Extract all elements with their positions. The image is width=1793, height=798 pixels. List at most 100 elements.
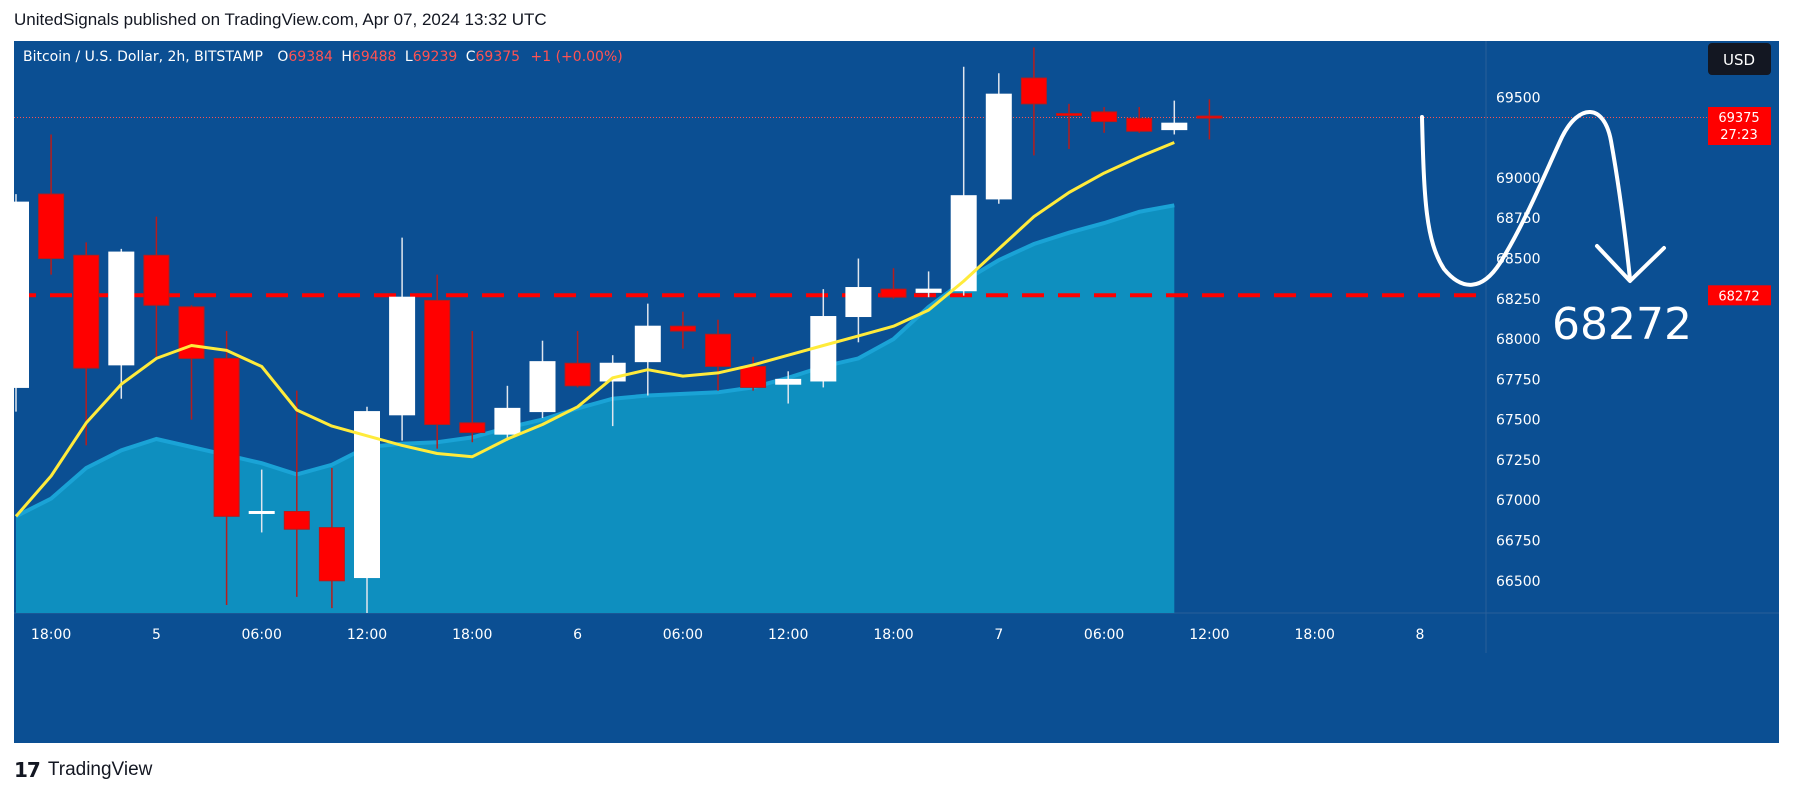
legend-open-label: O xyxy=(277,49,288,65)
time-axis: 18:00 5 06:00 12:00 18:00 6 06:00 12:00 18:00 7 06… xyxy=(31,627,1425,643)
candle xyxy=(845,258,872,343)
candle xyxy=(669,311,696,349)
candle-body xyxy=(740,365,767,388)
time-tick-label: 12:00 xyxy=(768,627,808,643)
candle-body xyxy=(915,288,942,293)
publish-header: UnitedSignals published on TradingView.c… xyxy=(14,10,547,29)
candle-body xyxy=(178,306,205,359)
legend-symbol: Bitcoin / U.S. Dollar, 2h, BITSTAMP xyxy=(23,49,263,65)
candle xyxy=(424,274,451,449)
price-tick-label: 68750 xyxy=(1496,211,1541,227)
candle xyxy=(1020,47,1047,156)
horizontal-level xyxy=(14,117,1708,298)
candle xyxy=(73,242,100,446)
candle-body xyxy=(845,287,872,318)
time-tick-label: 18:00 xyxy=(31,627,71,643)
time-tick-label: 06:00 xyxy=(663,627,703,643)
candle-body xyxy=(1056,113,1082,117)
candle xyxy=(38,134,65,275)
legend: Bitcoin / U.S. Dollar, 2h, BITSTAMP O693… xyxy=(23,49,623,65)
time-tick-label: 12:00 xyxy=(1189,627,1229,643)
time-tick-label: 06:00 xyxy=(242,627,282,643)
time-tick-label: 7 xyxy=(994,627,1003,643)
candle xyxy=(880,268,907,299)
projection-curve xyxy=(1420,110,1632,287)
level-price-value: 68272 xyxy=(1718,289,1759,304)
tradingview-logo-icon: 17 xyxy=(14,758,41,782)
last-price-value: 69375 xyxy=(1718,111,1759,126)
candle-body xyxy=(283,510,310,530)
candle-body xyxy=(564,362,591,387)
candle-body xyxy=(424,299,451,425)
candle-body xyxy=(389,296,416,416)
candle xyxy=(1196,99,1223,140)
currency-label: USD xyxy=(1723,51,1755,69)
legend-open: 69384 xyxy=(288,49,333,65)
price-tick-label: 69000 xyxy=(1496,171,1541,187)
price-tick-label: 68000 xyxy=(1496,332,1541,348)
price-tick-label: 67000 xyxy=(1496,493,1541,509)
candle-body xyxy=(73,254,100,369)
candle-body xyxy=(108,251,135,366)
candle-body xyxy=(669,325,696,332)
candle xyxy=(459,331,486,443)
price-tick-label: 69500 xyxy=(1496,90,1541,106)
candle xyxy=(1126,107,1153,133)
candle-body xyxy=(1126,117,1153,132)
candle-body xyxy=(494,407,521,435)
candle-body xyxy=(248,510,275,514)
legend-close-label: C xyxy=(466,49,476,65)
chart-container[interactable]: 66500 66750 67000 67250 67500 67750 68000 68250… xyxy=(3,41,1779,743)
candle xyxy=(248,469,275,533)
candle-body xyxy=(880,288,907,298)
candle-body xyxy=(634,325,661,363)
candle xyxy=(108,248,135,399)
candle xyxy=(985,73,1012,204)
candle-body xyxy=(38,193,65,260)
price-axis: 66500 66750 67000 67250 67500 67750 68000 68250… xyxy=(1496,90,1541,589)
candle xyxy=(529,340,556,419)
candle xyxy=(494,385,521,441)
candle xyxy=(564,331,591,388)
time-tick-label: 18:00 xyxy=(1295,627,1335,643)
time-tick-label: 6 xyxy=(573,627,582,643)
price-tick-label: 68250 xyxy=(1496,292,1541,308)
candle-body xyxy=(459,422,486,434)
candle-body xyxy=(950,195,977,292)
candle-body xyxy=(143,254,170,306)
candle-body xyxy=(775,378,802,385)
candle-body xyxy=(1196,115,1223,119)
price-chart[interactable]: 66500 66750 67000 67250 67500 67750 68000 68250… xyxy=(3,41,1779,743)
fast-ma-line xyxy=(14,141,1175,518)
price-tick-label: 67750 xyxy=(1496,372,1541,388)
candle xyxy=(740,356,767,391)
candle-body xyxy=(1161,122,1188,131)
candle-body xyxy=(213,357,240,517)
price-tick-label: 66500 xyxy=(1496,574,1541,590)
candle xyxy=(775,371,802,404)
last-price-badge xyxy=(1708,107,1771,145)
price-tick-label: 66750 xyxy=(1496,534,1541,550)
price-tick-label: 67500 xyxy=(1496,413,1541,429)
price-tick-label: 67250 xyxy=(1496,453,1541,469)
candle-body xyxy=(1020,77,1047,105)
candle xyxy=(143,216,170,359)
legend-high: 69488 xyxy=(352,49,397,65)
fast-ma xyxy=(14,141,1175,518)
footer-brand: TradingView xyxy=(47,759,153,780)
candle xyxy=(705,319,731,391)
legend-close: 69375 xyxy=(476,49,521,65)
candle xyxy=(915,271,942,298)
bar-countdown: 27:23 xyxy=(1720,128,1757,143)
candle-body xyxy=(1091,111,1118,123)
currency-button[interactable] xyxy=(1708,43,1771,75)
candle xyxy=(283,390,310,597)
legend-change: +1 (+0.00%) xyxy=(531,49,623,65)
price-tick-label: 68500 xyxy=(1496,252,1541,268)
candle xyxy=(1091,107,1118,133)
time-tick-label: 5 xyxy=(152,627,161,643)
candle xyxy=(1161,100,1188,135)
time-tick-label: 12:00 xyxy=(347,627,387,643)
time-tick-label: 06:00 xyxy=(1084,627,1124,643)
candle xyxy=(1056,103,1082,149)
